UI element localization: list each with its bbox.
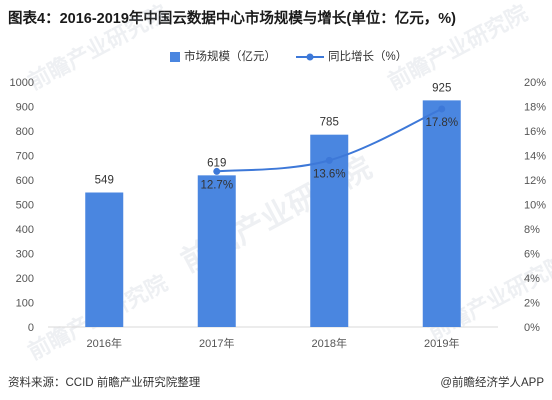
legend-bar-swatch (170, 52, 180, 62)
chart-footer: 资料来源：CCID 前瞻产业研究院整理 @前瞻经济学人APP (0, 368, 552, 400)
bar-value-label: 619 (207, 157, 226, 169)
y-right-tick-label: 10% (524, 200, 546, 212)
y-left-tick-label: 600 (16, 175, 34, 187)
y-left-tick-label: 1000 (10, 77, 34, 89)
y-right-tick-label: 4% (524, 273, 540, 285)
y-left-tick-label: 400 (16, 224, 34, 236)
source-note: 资料来源：CCID 前瞻产业研究院整理 (8, 377, 201, 389)
y-right-tick-label: 8% (524, 224, 540, 236)
bar-value-label: 925 (432, 82, 451, 94)
growth-value-label: 17.8% (425, 117, 458, 129)
bar (422, 100, 461, 327)
y-left-tick-label: 0 (28, 322, 34, 334)
x-tick-label: 2017年 (199, 336, 234, 350)
y-right-tick-label: 0% (524, 322, 540, 334)
y-left-tick-label: 100 (16, 298, 34, 310)
y-left-tick-label: 200 (16, 273, 34, 285)
bar-value-label: 785 (320, 117, 339, 129)
x-tick-label: 2019年 (424, 336, 459, 350)
y-right-tick-label: 16% (524, 126, 546, 138)
y-left-tick-label: 900 (16, 102, 34, 114)
growth-value-label: 13.6% (313, 168, 346, 180)
legend-bar-label: 市场规模（亿元） (184, 51, 276, 63)
x-tick-label: 2016年 (87, 336, 122, 350)
brand-credit: @前瞻经济学人APP (440, 377, 544, 389)
x-tick-label: 2018年 (312, 336, 347, 350)
y-left-tick-label: 500 (16, 200, 34, 212)
y-right-tick-label: 12% (524, 175, 546, 187)
bar (310, 134, 349, 327)
chart-plot: 0 100 200 300 400 500 600 700 800 900 1000 0% 2% 4% 6%… (10, 77, 547, 350)
growth-point (325, 156, 333, 164)
y-left-tick-label: 800 (16, 126, 34, 138)
legend-line-swatch (296, 53, 324, 61)
legend-line-label: 同比增长（%） (328, 51, 408, 63)
y-left-tick-label: 300 (16, 249, 34, 261)
growth-value-label: 12.7% (200, 179, 233, 191)
chart-title: 图表4：2016-2019年中国云数据中心市场规模与增长(单位：亿元，%) (8, 11, 456, 27)
chart-legend: 市场规模（亿元） 同比增长（%） (0, 48, 552, 66)
growth-point (213, 167, 221, 175)
y-right-tick-label: 2% (524, 298, 540, 310)
y-right-tick-label: 14% (524, 151, 546, 163)
y-right-tick-label: 6% (524, 249, 540, 261)
bar-value-label: 549 (95, 174, 114, 186)
growth-point (438, 105, 446, 113)
y-right-tick-label: 20% (524, 77, 546, 89)
bar (197, 175, 236, 327)
bar (85, 192, 124, 327)
y-left-tick-label: 700 (16, 151, 34, 163)
y-right-tick-label: 18% (524, 102, 546, 114)
